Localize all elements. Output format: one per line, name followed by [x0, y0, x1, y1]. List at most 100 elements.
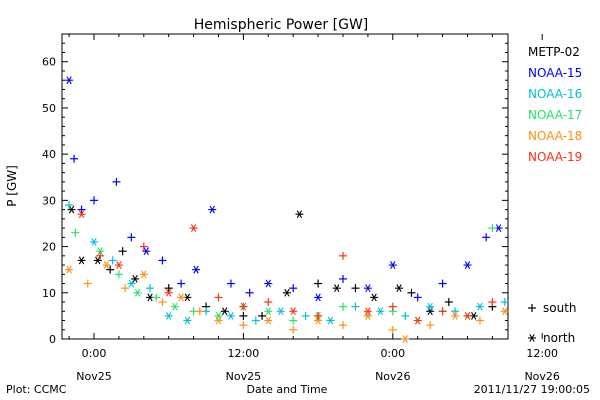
south-marker	[96, 251, 105, 260]
x-tick-date: Nov26	[375, 370, 410, 383]
south-marker	[71, 228, 80, 237]
x-tick-time: 12:00	[228, 347, 260, 360]
series-metp-02	[67, 205, 497, 320]
marker-stroke	[172, 302, 178, 311]
south-marker	[289, 325, 298, 334]
y-tick-label: 30	[42, 194, 56, 207]
marker-stroke	[184, 293, 191, 302]
data-points	[65, 76, 509, 343]
marker-stroke	[66, 76, 72, 85]
south-marker	[90, 196, 98, 205]
marker-stroke	[228, 312, 234, 320]
south-marker	[339, 321, 347, 330]
north-marker	[289, 307, 298, 316]
marker-stroke	[365, 307, 371, 316]
south-marker	[339, 274, 347, 283]
north-marker	[370, 293, 379, 302]
y-tick-label: 60	[42, 56, 56, 69]
south-marker	[500, 298, 509, 307]
marker-stroke	[91, 238, 97, 246]
marker-stroke	[315, 316, 321, 325]
marker-stroke	[190, 224, 197, 232]
north-marker	[264, 316, 273, 325]
north-marker	[214, 316, 223, 325]
north-marker	[183, 316, 192, 325]
marker-stroke	[141, 270, 147, 279]
south-marker	[112, 177, 121, 186]
south-marker	[301, 311, 310, 320]
north-marker	[114, 261, 123, 269]
south-marker	[289, 316, 298, 325]
marker-stroke	[222, 307, 228, 316]
marker-stroke	[66, 265, 72, 274]
north-marker	[164, 312, 173, 320]
north-marker	[102, 261, 111, 269]
marker-stroke	[68, 205, 75, 214]
marker-stroke	[97, 247, 103, 256]
south-marker	[83, 279, 92, 288]
south-marker	[108, 256, 117, 265]
series-noaa-18	[65, 261, 509, 343]
plot-frame	[61, 33, 509, 340]
y-axis: 0 10 20 30 40 50 60	[42, 42, 508, 346]
x-tick-date: Nov25	[226, 370, 261, 383]
south-marker	[258, 311, 267, 320]
south-marker	[388, 325, 397, 334]
south-marker	[195, 307, 204, 316]
north-marker	[177, 293, 186, 302]
north-marker	[77, 210, 86, 219]
x-axis: 0:00Nov2512:00Nov250:00Nov2612:00Nov260:…	[68, 34, 560, 383]
south-marker	[444, 298, 453, 307]
north-marker	[142, 247, 151, 256]
marker-stroke	[265, 279, 271, 288]
north-marker	[264, 307, 273, 316]
north-marker	[208, 205, 217, 214]
marker-stroke	[147, 293, 153, 302]
north-marker	[189, 224, 198, 232]
south-marker	[351, 284, 360, 293]
marker-stroke	[265, 316, 271, 325]
north-marker	[475, 302, 484, 311]
marker-stroke	[529, 334, 535, 342]
north-marker	[451, 312, 460, 320]
x-axis-label: Date and Time	[247, 383, 328, 396]
series-noaa-16	[65, 200, 509, 325]
marker-stroke	[209, 205, 215, 214]
south-marker	[426, 321, 435, 330]
marker-stroke	[365, 284, 371, 293]
legend-entry: NOAA-19	[528, 150, 582, 164]
north-marker	[314, 293, 323, 302]
marker-stroke	[95, 256, 101, 265]
south-marker	[339, 302, 347, 311]
x-tick-date: Nov25	[76, 370, 111, 383]
south-marker	[164, 284, 173, 293]
north-marker	[90, 238, 98, 246]
marker-stroke	[452, 312, 458, 320]
marker-stroke	[178, 293, 184, 302]
marker-stroke	[193, 265, 199, 274]
south-marker	[401, 311, 410, 320]
south-marker	[239, 311, 248, 320]
marker-stroke	[327, 316, 334, 325]
south-marker	[245, 288, 254, 297]
south-marker	[121, 284, 130, 293]
legend: METP-02 NOAA-15 NOAA-16 NOAA-17 NOAA-18 NOAA-…	[528, 45, 582, 164]
marker-stroke	[240, 302, 247, 311]
north-marker	[463, 312, 472, 320]
north-marker	[192, 265, 201, 274]
south-marker	[118, 247, 127, 256]
north-marker	[133, 288, 142, 297]
south-marker	[528, 304, 536, 312]
south-marker	[127, 233, 136, 242]
marker-stroke	[396, 284, 402, 293]
marker-stroke	[464, 261, 471, 269]
south-marker	[226, 279, 235, 288]
marker-legend-label: south	[543, 301, 577, 315]
north-marker	[500, 307, 509, 316]
legend-entry: METP-02	[528, 45, 580, 59]
north-marker	[93, 256, 102, 265]
south-marker	[438, 279, 447, 288]
north-marker	[395, 284, 404, 293]
south-marker	[314, 279, 323, 288]
